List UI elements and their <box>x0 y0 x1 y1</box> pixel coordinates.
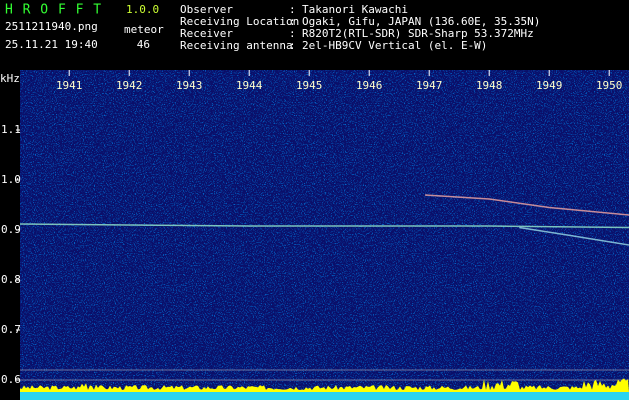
echo-trace <box>519 226 629 246</box>
field-label: Receiver <box>180 27 233 40</box>
field-sep: : <box>289 39 296 52</box>
y-tick-label: 0.8 <box>1 273 21 286</box>
level-bars <box>20 378 629 400</box>
x-tick-label: 1944 <box>236 79 263 92</box>
x-tick-label: 1943 <box>176 79 203 92</box>
echo-trace <box>19 223 629 229</box>
x-tick-label: 1945 <box>296 79 323 92</box>
x-tick-label: 1947 <box>416 79 443 92</box>
level-fill <box>20 378 629 392</box>
field-value: R820T2(RTL-SDR) SDR-Sharp 53.372MHz <box>302 27 534 40</box>
y-tick-label: 0.6 <box>1 373 21 386</box>
noise <box>20 70 629 400</box>
field-value: Ogaki, Gifu, JAPAN (136.60E, 35.35N) <box>302 15 540 28</box>
field-value: 2el-HB9CV Vertical (el. E-W) <box>302 39 487 52</box>
y-tick-label: 1.0 <box>1 173 21 186</box>
level-base <box>20 392 629 400</box>
field-label: Receiving Location <box>180 15 299 28</box>
datetime: 25.11.21 19:40 <box>5 38 98 51</box>
x-tick-label: 1950 <box>596 79 623 92</box>
x-tick-label: 1946 <box>356 79 383 92</box>
echo-trace <box>424 194 629 216</box>
y-label: kHz <box>0 72 20 85</box>
field-label: Receiving antenna <box>180 39 293 52</box>
y-tick-label: 0.9 <box>1 223 21 236</box>
y-tick-label: 0.7 <box>1 323 21 336</box>
x-tick-label: 1949 <box>536 79 563 92</box>
file: 2511211940.png <box>5 20 98 33</box>
field-sep: : <box>289 15 296 28</box>
version: 1.0.0 <box>126 3 159 16</box>
counter: 46 <box>137 38 150 51</box>
y-tick-label: 1.1 <box>1 123 21 136</box>
field-sep: : <box>289 27 296 40</box>
app-name: H R O F F T <box>5 3 102 18</box>
field-sep: : <box>289 3 296 16</box>
x-tick-label: 1942 <box>116 79 143 92</box>
counter-label: meteor <box>124 23 164 36</box>
field-label: Observer <box>180 3 233 16</box>
field-value: Takanori Kawachi <box>302 3 408 16</box>
x-tick-label: 1941 <box>56 79 83 92</box>
x-tick-label: 1948 <box>476 79 503 92</box>
